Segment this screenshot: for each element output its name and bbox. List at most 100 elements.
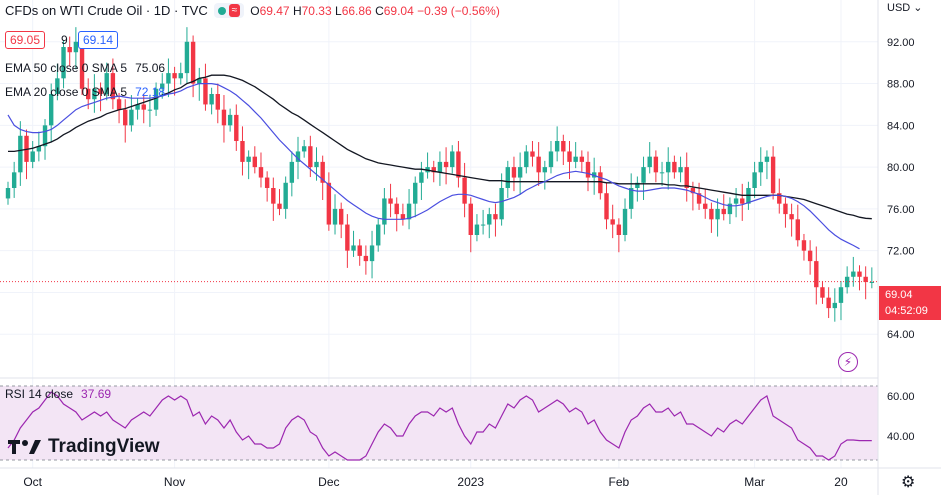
candle-body bbox=[733, 198, 739, 204]
candle-body bbox=[153, 88, 159, 110]
lightning-icon[interactable]: ⚡ bbox=[838, 352, 858, 372]
candle-body bbox=[258, 167, 264, 178]
gear-icon[interactable]: ⚙ bbox=[901, 474, 916, 491]
time-tick-label: Feb bbox=[609, 475, 630, 489]
candle-body bbox=[659, 172, 665, 174]
candle-body bbox=[271, 188, 276, 204]
candle-body bbox=[184, 41, 190, 74]
candle-body bbox=[351, 245, 356, 251]
candle-body bbox=[135, 104, 140, 110]
candle-body bbox=[413, 182, 418, 204]
candle-body bbox=[666, 161, 671, 173]
candle-body bbox=[79, 41, 85, 89]
candle-body bbox=[480, 224, 486, 226]
candle-body bbox=[123, 109, 128, 126]
candle-body bbox=[536, 156, 541, 173]
candle-body bbox=[209, 94, 214, 105]
candle-body bbox=[345, 224, 350, 251]
candle-body bbox=[789, 214, 794, 220]
price-tick-label: 84.00 bbox=[887, 120, 915, 132]
last-price-value: 69.04 bbox=[885, 289, 913, 301]
candle-body bbox=[30, 151, 35, 162]
candle-body bbox=[863, 276, 868, 282]
candle-body bbox=[215, 94, 220, 110]
candle-body bbox=[610, 219, 615, 225]
candle-body bbox=[332, 208, 338, 225]
candle-body bbox=[641, 167, 646, 183]
logo-text: TradingView bbox=[48, 436, 160, 457]
ema20-legend[interactable]: EMA 20 close 0 SMA 5 72.18 bbox=[5, 85, 166, 99]
candle-body bbox=[55, 78, 60, 94]
candle-body bbox=[752, 172, 757, 188]
candle-body bbox=[678, 167, 683, 173]
rsi-tick-label: 40.00 bbox=[887, 431, 915, 443]
candle-body bbox=[406, 203, 412, 220]
candle-body bbox=[320, 161, 325, 183]
candle-body bbox=[160, 83, 165, 89]
symbol-title[interactable]: CFDs on WTI Crude Oil · 1D · TVC bbox=[5, 3, 208, 18]
candle-body bbox=[357, 245, 362, 256]
price-tick-label: 76.00 bbox=[887, 204, 915, 216]
candle-body bbox=[740, 198, 745, 204]
candle-body bbox=[246, 156, 251, 162]
candle-body bbox=[487, 214, 492, 225]
candle-body bbox=[783, 203, 788, 215]
candle-body bbox=[376, 224, 381, 246]
chart-title-bar: CFDs on WTI Crude Oil · 1D · TVC ≈ O69.4… bbox=[5, 3, 500, 18]
candle-body bbox=[709, 208, 714, 220]
time-tick-label: Dec bbox=[318, 475, 339, 489]
candle-body bbox=[437, 161, 443, 173]
candle-body bbox=[696, 193, 702, 204]
candle-body bbox=[690, 188, 696, 194]
candle-body bbox=[851, 271, 856, 277]
candle-body bbox=[419, 172, 424, 183]
spread-value: 9 bbox=[61, 33, 68, 47]
time-tick-label: 20 bbox=[834, 475, 848, 489]
ema50-legend[interactable]: EMA 50 close 0 SMA 5 75.06 bbox=[5, 61, 166, 75]
sell-button[interactable]: 69.05 bbox=[5, 31, 46, 49]
tradingview-logo[interactable]: TradingView bbox=[8, 436, 160, 458]
currency-selector[interactable]: USD ⌄ bbox=[887, 2, 923, 14]
candle-body bbox=[770, 156, 776, 194]
time-tick-label: 2023 bbox=[457, 475, 484, 489]
candle-body bbox=[703, 203, 708, 209]
candle-body bbox=[814, 261, 819, 288]
candle-body bbox=[141, 104, 146, 110]
candle-body bbox=[635, 182, 640, 188]
candle-body bbox=[604, 193, 609, 220]
candle-body bbox=[116, 99, 122, 110]
candle-body bbox=[795, 219, 800, 241]
candle-body bbox=[499, 188, 504, 220]
rsi-line bbox=[7, 391, 872, 461]
candle-body bbox=[764, 156, 770, 162]
candle-body bbox=[104, 73, 109, 94]
candle-body bbox=[598, 172, 603, 194]
candle-body bbox=[314, 161, 319, 168]
candle-body bbox=[190, 41, 196, 84]
candle-body bbox=[73, 41, 79, 53]
candle-body bbox=[110, 73, 116, 100]
candle-body bbox=[807, 250, 813, 262]
candle-body bbox=[48, 94, 54, 126]
candle-body bbox=[456, 151, 461, 178]
candle-body bbox=[382, 198, 387, 225]
market-status-pill[interactable]: ≈ bbox=[213, 3, 245, 18]
candle-body bbox=[338, 208, 344, 225]
candle-body bbox=[289, 161, 295, 183]
candle-body bbox=[227, 114, 233, 126]
candle-body bbox=[653, 156, 659, 173]
ema50-line bbox=[8, 74, 872, 220]
candle-body bbox=[832, 302, 838, 309]
rsi-legend[interactable]: RSI 14 close 37.69 bbox=[5, 387, 112, 401]
candle-body bbox=[548, 151, 554, 168]
candle-body bbox=[462, 177, 467, 204]
candle-body bbox=[394, 203, 399, 215]
candle-body bbox=[869, 282, 875, 283]
buy-button[interactable]: 69.14 bbox=[78, 31, 119, 49]
time-tick-label: Nov bbox=[164, 475, 185, 489]
candle-body bbox=[18, 135, 23, 173]
candle-body bbox=[67, 47, 72, 53]
candle-body bbox=[585, 161, 591, 178]
candle-body bbox=[308, 146, 313, 168]
